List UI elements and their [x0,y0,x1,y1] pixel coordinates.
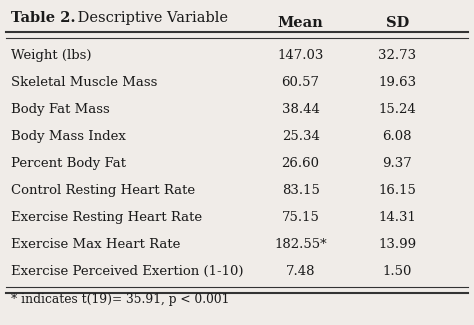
Text: 9.37: 9.37 [383,157,412,170]
Text: Mean: Mean [278,16,323,31]
Text: 7.48: 7.48 [286,265,315,278]
Text: 32.73: 32.73 [378,49,416,62]
Text: 38.44: 38.44 [282,103,319,116]
Text: Table 2.: Table 2. [11,11,75,25]
Text: 13.99: 13.99 [378,238,416,251]
Text: * indicates t(19)= 35.91, p < 0.001: * indicates t(19)= 35.91, p < 0.001 [11,293,229,306]
Text: 1.50: 1.50 [383,265,412,278]
Text: 83.15: 83.15 [282,184,319,197]
Text: 14.31: 14.31 [378,211,416,224]
Text: Descriptive Variable: Descriptive Variable [73,11,228,25]
Text: Body Fat Mass: Body Fat Mass [11,103,109,116]
Text: Exercise Perceived Exertion (1-10): Exercise Perceived Exertion (1-10) [11,265,243,278]
Text: Control Resting Heart Rate: Control Resting Heart Rate [11,184,195,197]
Text: Skeletal Muscle Mass: Skeletal Muscle Mass [11,76,157,89]
Text: SD: SD [385,16,409,31]
Text: 16.15: 16.15 [378,184,416,197]
Text: 75.15: 75.15 [282,211,319,224]
Text: 15.24: 15.24 [378,103,416,116]
Text: Exercise Resting Heart Rate: Exercise Resting Heart Rate [11,211,202,224]
Text: 182.55*: 182.55* [274,238,327,251]
Text: Weight (lbs): Weight (lbs) [11,49,91,62]
Text: 19.63: 19.63 [378,76,416,89]
Text: Percent Body Fat: Percent Body Fat [11,157,126,170]
Text: 25.34: 25.34 [282,130,319,143]
Text: 26.60: 26.60 [282,157,319,170]
Text: Exercise Max Heart Rate: Exercise Max Heart Rate [11,238,180,251]
Text: 60.57: 60.57 [282,76,319,89]
Text: 6.08: 6.08 [383,130,412,143]
Text: 147.03: 147.03 [277,49,324,62]
Text: Body Mass Index: Body Mass Index [11,130,126,143]
